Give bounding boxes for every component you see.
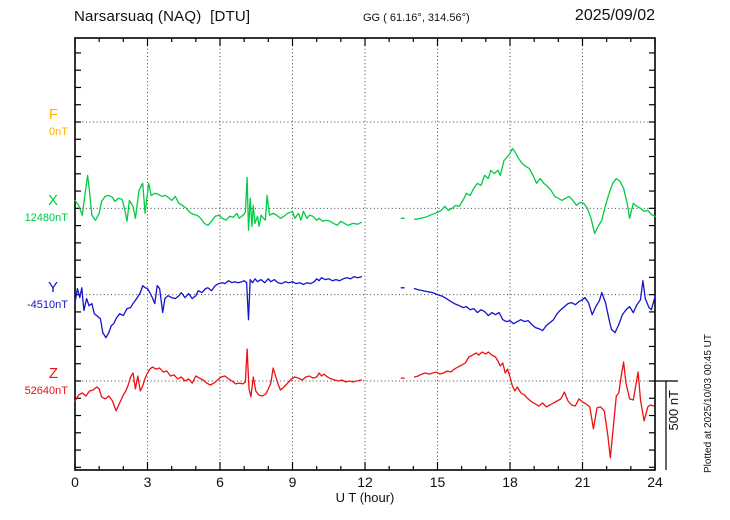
- x-axis-title: U T (hour): [335, 490, 395, 505]
- component-letter-F: F: [48, 106, 58, 123]
- component-base-Z: 52640nT: [24, 385, 68, 397]
- x-tick-label: 0: [71, 474, 79, 490]
- component-base-X: 12480nT: [24, 212, 68, 224]
- component-base-Y: -4510nT: [27, 299, 68, 311]
- component-letter-Z: Z: [48, 365, 58, 382]
- trace-Z: [413, 351, 655, 459]
- trace-X: [74, 174, 363, 231]
- date-label: 2025/09/02: [574, 7, 655, 24]
- x-tick-label: 12: [357, 474, 373, 490]
- geographic-coords-label: GG ( 61.16°, 314.56°): [363, 12, 470, 24]
- component-base-F: 0nT: [49, 126, 68, 138]
- x-tick-label: 18: [502, 474, 518, 490]
- x-tick-label: 24: [647, 474, 663, 490]
- x-tick-label: 6: [216, 474, 224, 490]
- component-letter-X: X: [47, 192, 58, 209]
- x-tick-label: 3: [143, 474, 152, 490]
- plot-timestamp: Plotted at 2025/10/03 00:45 UT: [703, 334, 714, 473]
- trace-Y: [413, 280, 656, 334]
- trace-Y: [74, 276, 363, 339]
- trace-Z: [74, 348, 363, 412]
- scale-bar-label: 500 nT: [666, 390, 681, 431]
- trace-X: [413, 147, 656, 235]
- component-letter-Y: Y: [47, 279, 58, 296]
- x-tick-label: 21: [574, 474, 591, 490]
- observatory-title: Narsarsuaq (NAQ) [DTU]: [74, 8, 251, 25]
- x-tick-label: 15: [429, 474, 446, 490]
- x-tick-label: 9: [288, 474, 297, 490]
